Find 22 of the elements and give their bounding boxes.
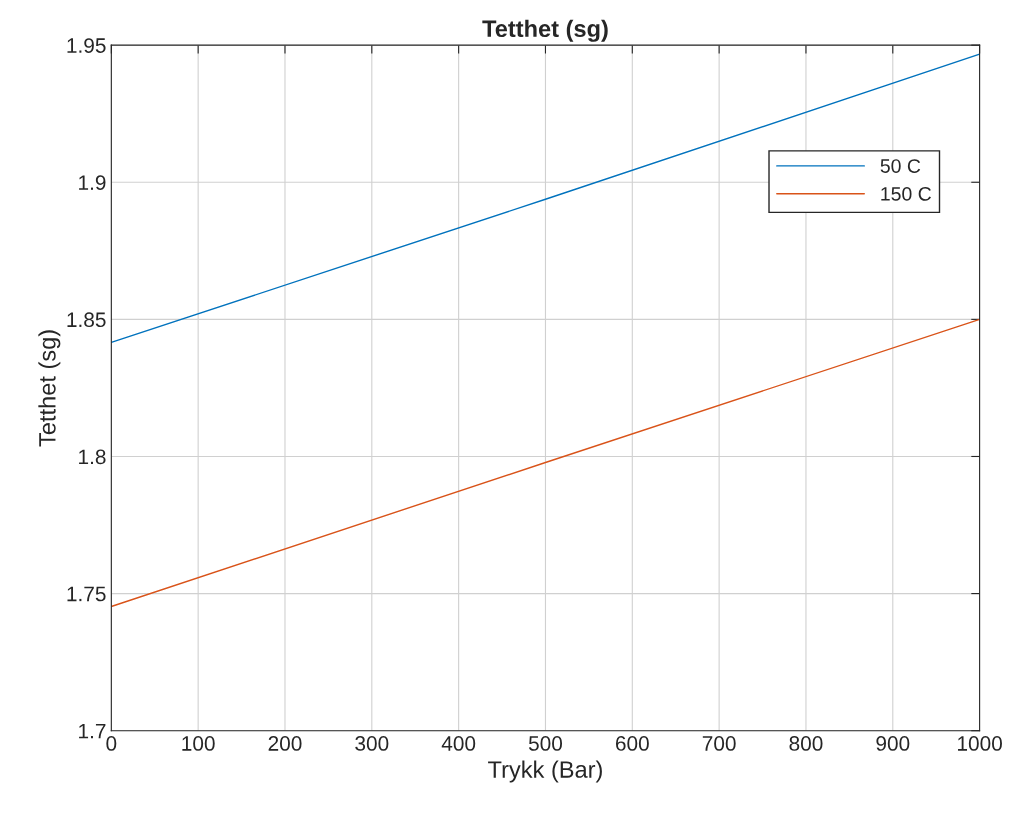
legend-label: 50 C bbox=[880, 159, 921, 173]
y-tick-label: 1.8 bbox=[79, 449, 106, 465]
x-tick-label: 800 bbox=[789, 736, 823, 751]
x-tick-label: 900 bbox=[876, 736, 910, 751]
x-tick-label: 0 bbox=[106, 736, 117, 751]
y-axis-title: Tetthet (sg) bbox=[38, 330, 61, 447]
legend-label: 150 C bbox=[881, 186, 931, 201]
x-axis-title: Trykk (Bar) bbox=[488, 760, 602, 783]
x-tick-label: 500 bbox=[528, 736, 563, 751]
y-tick-label: 1.7 bbox=[79, 723, 106, 739]
y-tick-label: 1.9 bbox=[79, 175, 106, 191]
x-tick-label: 400 bbox=[441, 736, 476, 751]
chart-title: Tetthet (sg) bbox=[482, 19, 608, 42]
x-tick-label: 100 bbox=[182, 736, 215, 751]
y-tick-label: 1.85 bbox=[67, 312, 106, 328]
x-tick-label: 700 bbox=[702, 736, 736, 751]
x-tick-label: 300 bbox=[355, 736, 389, 751]
x-tick-label: 1000 bbox=[958, 736, 1002, 751]
y-tick-label: 1.95 bbox=[67, 38, 106, 53]
y-tick-label: 1.75 bbox=[67, 586, 106, 602]
x-tick-label: 600 bbox=[615, 736, 649, 751]
x-tick-label: 200 bbox=[268, 736, 302, 751]
